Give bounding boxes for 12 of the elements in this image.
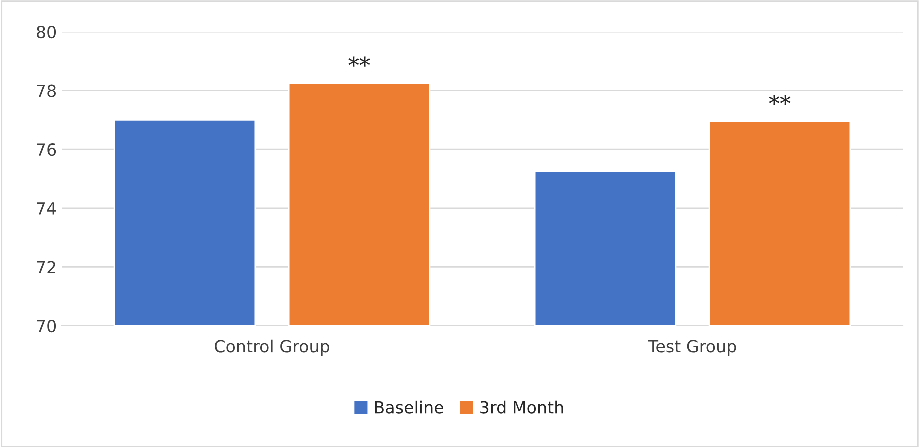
annotation: ** <box>348 56 370 67</box>
y-tick-label: 76 <box>37 144 56 156</box>
y-tick-label: 74 <box>37 202 56 215</box>
y-tick-label: 72 <box>37 261 56 274</box>
y-tick-label: 70 <box>37 320 56 333</box>
x-tick-label: Control Group <box>215 340 330 356</box>
x-tick-label: Test Group <box>648 340 736 356</box>
legend-label: 3rd Month <box>480 400 564 414</box>
legend-label: Baseline <box>375 400 444 414</box>
y-tick-label: 80 <box>37 26 56 39</box>
y-tick-label: 78 <box>37 84 56 98</box>
annotation: ** <box>769 95 791 106</box>
